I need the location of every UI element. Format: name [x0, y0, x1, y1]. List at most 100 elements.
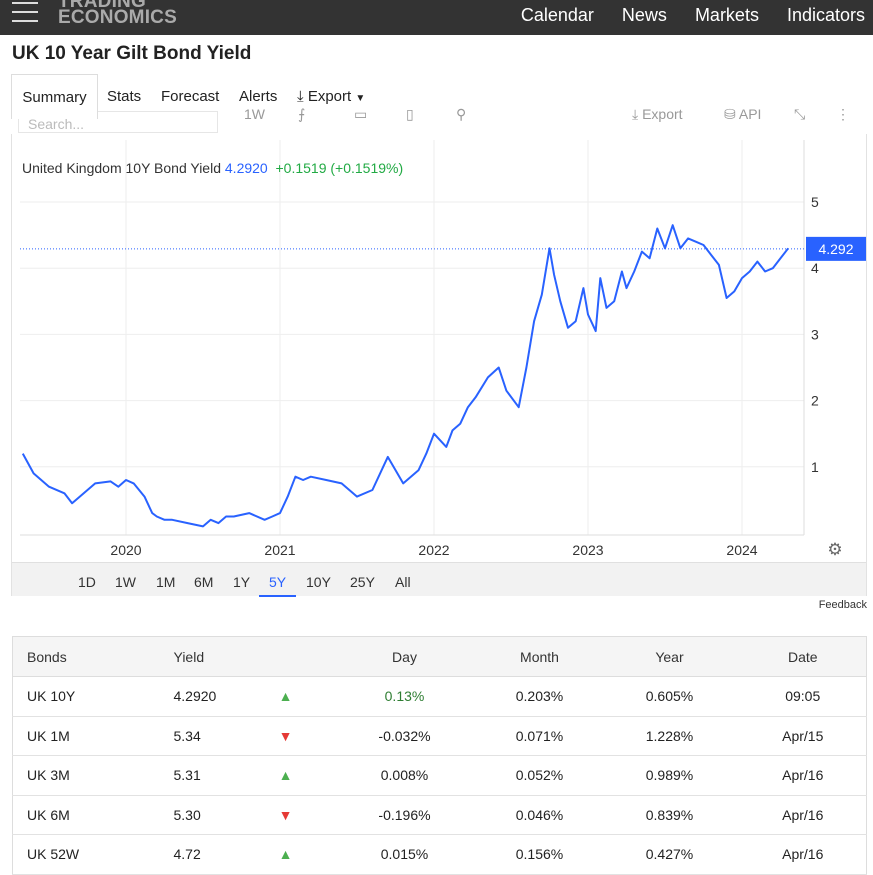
- range-1d[interactable]: 1D: [78, 574, 96, 590]
- bond-month-change: 0.156%: [479, 834, 600, 875]
- nav-markets[interactable]: Markets: [694, 5, 759, 25]
- y-tick-label: 2: [811, 393, 819, 409]
- bond-day-change: 0.13%: [329, 676, 480, 717]
- bond-yield: 5.34: [159, 716, 270, 756]
- indicator-icon[interactable]: ⨍: [298, 108, 306, 122]
- page-title: UK 10 Year Gilt Bond Yield: [12, 43, 252, 64]
- yield-chart[interactable]: 1 2 3 4 5 2020 2021 2022 2023 2024 4.292 ⚙: [0, 0, 873, 600]
- nav-indicators[interactable]: Indicators: [786, 5, 865, 25]
- range-1w[interactable]: 1W: [115, 574, 136, 590]
- bond-name[interactable]: UK 1M: [12, 716, 160, 756]
- logo[interactable]: TRADING ECONOMICS: [58, 0, 177, 28]
- arrow-down-icon: ▼: [269, 795, 330, 835]
- series-value: 4.2920: [224, 160, 268, 176]
- database-icon: ⛁: [724, 108, 736, 122]
- range-25y[interactable]: 25Y: [350, 574, 375, 590]
- nav-calendar[interactable]: Calendar: [520, 5, 594, 25]
- bond-month-change: 0.071%: [479, 716, 600, 756]
- bond-date: 09:05: [739, 676, 867, 717]
- bond-day-change: -0.032%: [329, 716, 480, 756]
- table-row[interactable]: UK 52W 4.72 ▲ 0.015% 0.156% 0.427% Apr/16: [12, 834, 867, 875]
- x-tick-label: 2020: [110, 542, 141, 558]
- draw-icon[interactable]: ▭: [354, 108, 368, 122]
- caret-down-icon: ▼: [355, 93, 366, 104]
- table-row[interactable]: UK 10Y 4.2920 ▲ 0.13% 0.203% 0.605% 09:05: [12, 676, 867, 717]
- col-year: Year: [599, 636, 740, 677]
- export-chart-label: Export: [642, 108, 683, 122]
- arrow-down-icon: ▼: [269, 716, 330, 756]
- bond-year-change: 0.989%: [599, 755, 740, 796]
- x-tick-label: 2023: [572, 542, 603, 558]
- link-icon[interactable]: ⚲: [456, 108, 467, 122]
- bond-name[interactable]: UK 3M: [12, 755, 160, 796]
- bond-name[interactable]: UK 6M: [12, 795, 160, 835]
- range-selector: 1D 1W 1M 6M 1Y 5Y 10Y 25Y All: [12, 562, 866, 597]
- col-direction: [269, 636, 330, 677]
- arrow-up-icon: ▲: [269, 834, 330, 875]
- export-chart-button[interactable]: ⤓ Export: [632, 108, 683, 123]
- range-10y[interactable]: 10Y: [306, 574, 331, 590]
- bond-day-change: 0.008%: [329, 755, 480, 796]
- y-tick-label: 3: [811, 326, 819, 342]
- chart-toolbar: Search... 1W ⨍ ▭ ▯ ⚲ ⤓ Export ⛁ API ⤡ ⋮: [0, 108, 873, 136]
- bond-date: Apr/16: [739, 755, 867, 796]
- series-name: United Kingdom 10Y Bond Yield: [22, 160, 221, 176]
- bond-yield: 5.31: [159, 755, 270, 796]
- logo-line-1: TRADING: [58, 0, 146, 12]
- range-1y[interactable]: 1Y: [233, 574, 251, 590]
- tab-forecast[interactable]: Forecast: [161, 88, 220, 105]
- arrow-up-icon: ▲: [269, 755, 330, 796]
- x-tick-label: 2022: [418, 542, 449, 558]
- more-icon[interactable]: ⋮: [836, 108, 850, 122]
- table-row[interactable]: UK 6M 5.30 ▼ -0.196% 0.046% 0.839% Apr/16: [12, 795, 867, 835]
- col-date: Date: [739, 636, 867, 677]
- bonds-table: Bonds Yield Day Month Year Date UK 10Y 4.…: [12, 636, 867, 875]
- series-line[interactable]: [21, 224, 789, 528]
- range-6m[interactable]: 6M: [194, 574, 214, 590]
- bond-year-change: 1.228%: [599, 716, 740, 756]
- tab-stats[interactable]: Stats: [107, 88, 142, 105]
- tab-export[interactable]: ⤓ Export ▼: [297, 88, 365, 105]
- nav-news[interactable]: News: [621, 5, 667, 25]
- bond-name[interactable]: UK 52W: [12, 834, 160, 875]
- x-tick-label: 2021: [264, 542, 295, 558]
- y-tick-label: 4: [811, 260, 819, 276]
- period-selector[interactable]: 1W: [244, 108, 265, 122]
- compare-icon[interactable]: ▯: [406, 108, 414, 122]
- x-tick-label: 2024: [726, 542, 757, 558]
- table-row[interactable]: UK 1M 5.34 ▼ -0.032% 0.071% 1.228% Apr/15: [12, 716, 867, 756]
- download-icon: ⤓: [632, 108, 639, 122]
- table-header-row: Bonds Yield Day Month Year Date: [12, 636, 867, 677]
- range-5y[interactable]: 5Y: [259, 574, 297, 597]
- fullscreen-icon[interactable]: ⤡: [794, 108, 806, 122]
- bond-date: Apr/16: [739, 795, 867, 835]
- bond-year-change: 0.839%: [599, 795, 740, 835]
- bond-date: Apr/16: [739, 834, 867, 875]
- y-tick-label: 5: [811, 194, 819, 210]
- col-yield: Yield: [159, 636, 270, 677]
- search-input[interactable]: Search...: [18, 111, 218, 133]
- gear-icon[interactable]: ⚙: [827, 540, 842, 560]
- col-month: Month: [479, 636, 600, 677]
- current-value-badge: [806, 236, 866, 261]
- logo-line-2: ECONOMICS: [58, 7, 177, 28]
- bond-yield: 4.72: [159, 834, 270, 875]
- feedback-link[interactable]: Feedback: [818, 599, 867, 611]
- tab-summary[interactable]: Summary: [11, 74, 98, 119]
- bond-month-change: 0.046%: [479, 795, 600, 835]
- menu-icon[interactable]: [12, 2, 38, 24]
- tab-alerts[interactable]: Alerts: [239, 88, 278, 105]
- bond-name[interactable]: UK 10Y: [12, 676, 160, 717]
- bond-day-change: -0.196%: [329, 795, 480, 835]
- bond-year-change: 0.427%: [599, 834, 740, 875]
- range-1m[interactable]: 1M: [156, 574, 176, 590]
- chart-legend: United Kingdom 10Y Bond Yield 4.2920 +0.…: [22, 160, 403, 176]
- bond-month-change: 0.203%: [479, 676, 600, 717]
- table-row[interactable]: UK 3M 5.31 ▲ 0.008% 0.052% 0.989% Apr/16: [12, 755, 867, 796]
- api-button[interactable]: ⛁ API: [724, 108, 761, 123]
- bond-yield: 4.2920: [159, 676, 270, 717]
- bond-year-change: 0.605%: [599, 676, 740, 717]
- col-bonds: Bonds: [12, 636, 160, 677]
- col-day: Day: [329, 636, 480, 677]
- range-all[interactable]: All: [395, 574, 411, 590]
